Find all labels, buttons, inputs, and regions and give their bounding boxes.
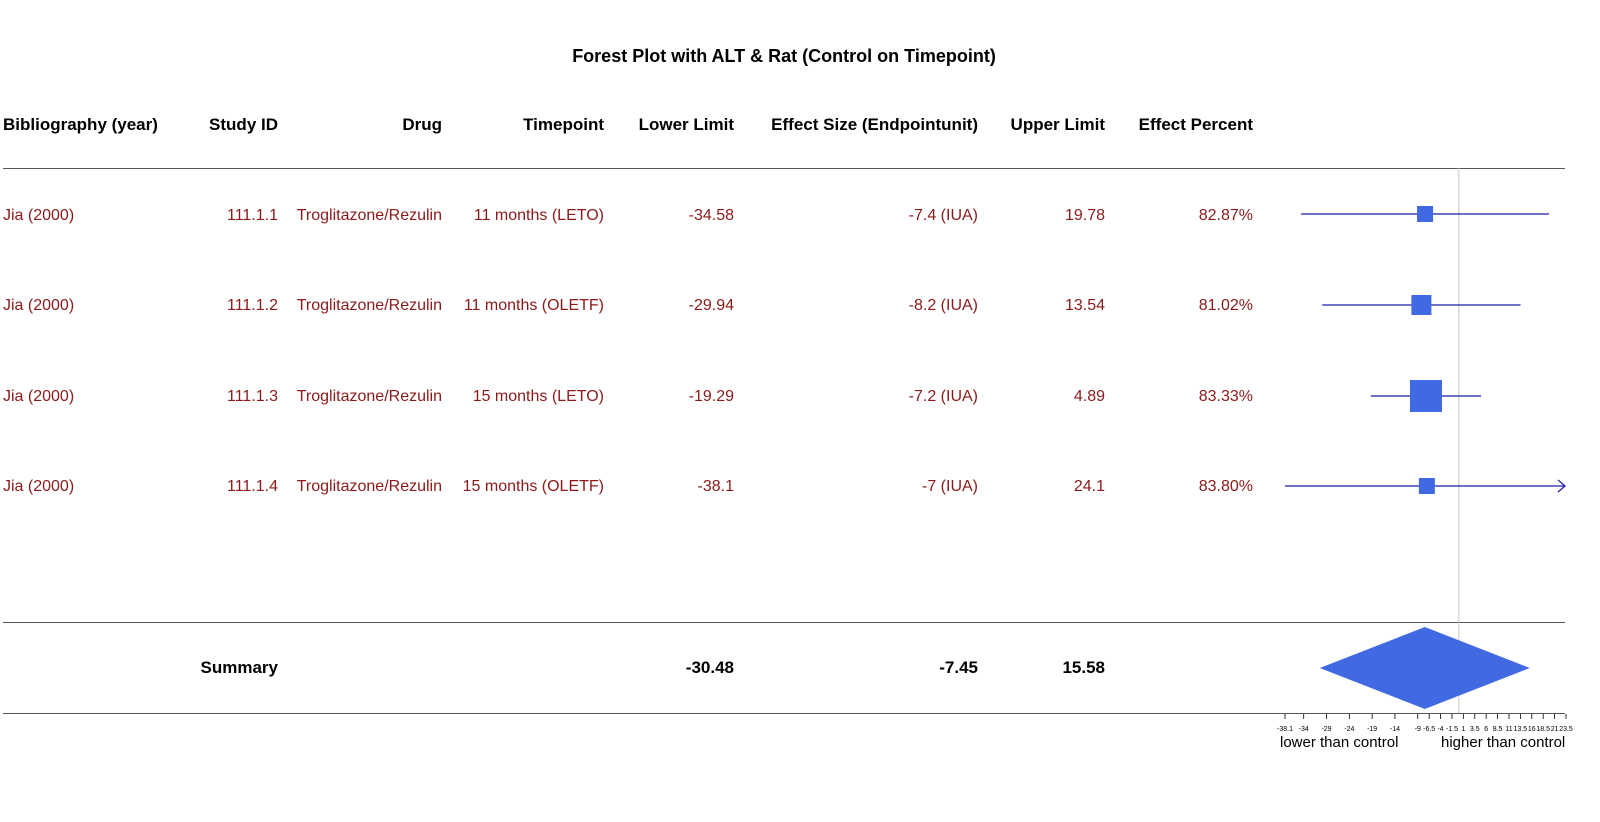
row-2-percent: 81.02%	[1198, 297, 1253, 314]
row-4-effect: -7 (IUA)	[922, 478, 978, 495]
row-3-timepoint: 15 months (LETO)	[472, 388, 604, 405]
axis-tick-label: 18.5	[1536, 726, 1550, 733]
summary-top-divider	[3, 622, 1565, 623]
chart-title: Forest Plot with ALT & Rat (Control on T…	[572, 46, 996, 66]
row-1-upper: 19.78	[1064, 207, 1105, 224]
axis-tick-label: 6	[1484, 726, 1488, 733]
header-effect-percent: Effect Percent	[1138, 115, 1253, 134]
row-1-lower: -34.58	[688, 207, 734, 224]
row-4-bibliography: Jia (2000)	[3, 478, 75, 495]
row-3-drug: Troglitazone/Rezulin	[296, 388, 442, 405]
header-upper-limit: Upper Limit	[1010, 115, 1105, 134]
effect-marker-111.1.1	[1417, 206, 1434, 222]
header-drug: Drug	[402, 115, 442, 134]
summary-bottom-divider	[3, 713, 1565, 714]
axis-tick-label: -9	[1415, 726, 1421, 733]
summary-effect: -7.45	[939, 658, 978, 677]
summary-diamond	[1319, 627, 1530, 709]
axis-tick-label: -19	[1367, 726, 1377, 733]
axis-tick-label: -24	[1344, 726, 1354, 733]
row-3-effect: -7.2 (IUA)	[908, 388, 978, 405]
header-bibliography: Bibliography (year)	[3, 115, 158, 134]
axis-tick-label: 11	[1505, 726, 1512, 733]
axis-tick-label: 23.5	[1559, 726, 1573, 733]
row-1-bibliography: Jia (2000)	[3, 207, 75, 224]
summary-lower: -30.48	[685, 658, 734, 677]
row-2-study-id: 111.1.2	[226, 297, 278, 314]
row-3-percent: 83.33%	[1198, 388, 1253, 405]
row-1-percent: 82.87%	[1198, 207, 1253, 224]
axis-tick-label: -34	[1299, 726, 1309, 733]
header-study-id: Study ID	[209, 115, 278, 134]
row-2-drug: Troglitazone/Rezulin	[296, 297, 442, 314]
effect-marker-111.1.4	[1418, 478, 1435, 494]
row-4-lower: -38.1	[697, 478, 734, 495]
row-1-study-id: 111.1.1	[226, 207, 278, 224]
axis-tick-label: -29	[1321, 726, 1331, 733]
axis-tick-label: 8.5	[1493, 726, 1503, 733]
axis-tick-label: -14	[1390, 726, 1400, 733]
summary-upper: 15.58	[1062, 658, 1105, 677]
axis-tick-label: 3.5	[1470, 726, 1480, 733]
header-effect-size: Effect Size (Endpointunit)	[771, 115, 978, 134]
axis-tick-label: -6.5	[1423, 726, 1435, 733]
axis-tick-label: 1	[1461, 726, 1465, 733]
axis-higher-label: higher than control	[1441, 734, 1566, 751]
row-4-timepoint: 15 months (OLETF)	[462, 478, 604, 495]
effect-marker-111.1.3	[1409, 380, 1442, 412]
row-1-drug: Troglitazone/Rezulin	[296, 207, 442, 224]
row-3-study-id: 111.1.3	[226, 388, 278, 405]
row-4-percent: 83.80%	[1198, 478, 1253, 495]
row-4-study-id: 111.1.4	[226, 478, 278, 495]
row-4-drug: Troglitazone/Rezulin	[296, 478, 442, 495]
row-2-effect: -8.2 (IUA)	[908, 297, 978, 314]
row-4-upper: 24.1	[1073, 478, 1105, 495]
axis-tick-label: -38.1	[1277, 726, 1293, 733]
row-2-upper: 13.54	[1064, 297, 1105, 314]
row-3-bibliography: Jia (2000)	[3, 388, 75, 405]
axis-tick-label: 13.5	[1514, 726, 1528, 733]
row-1-timepoint: 11 months (LETO)	[473, 207, 604, 224]
ci-arrow-111.1.4	[1557, 479, 1566, 493]
axis-lower-label: lower than control	[1280, 734, 1399, 751]
header-lower-limit: Lower Limit	[638, 115, 734, 134]
axis-tick-label: 16	[1528, 726, 1536, 733]
row-2-timepoint: 11 months (OLETF)	[463, 297, 604, 314]
row-3-lower: -19.29	[688, 388, 734, 405]
summary-label: Summary	[200, 658, 278, 677]
axis-tick-label: 21	[1551, 726, 1559, 733]
row-3-upper: 4.89	[1073, 388, 1105, 405]
header-timepoint: Timepoint	[523, 115, 604, 134]
axis-tick-label: -4	[1437, 726, 1443, 733]
header-divider	[3, 168, 1565, 169]
effect-marker-111.1.2	[1411, 295, 1432, 315]
row-2-lower: -29.94	[688, 297, 734, 314]
row-2-bibliography: Jia (2000)	[3, 297, 75, 314]
row-1-effect: -7.4 (IUA)	[908, 207, 978, 224]
axis-tick-label: -1.5	[1446, 726, 1458, 733]
